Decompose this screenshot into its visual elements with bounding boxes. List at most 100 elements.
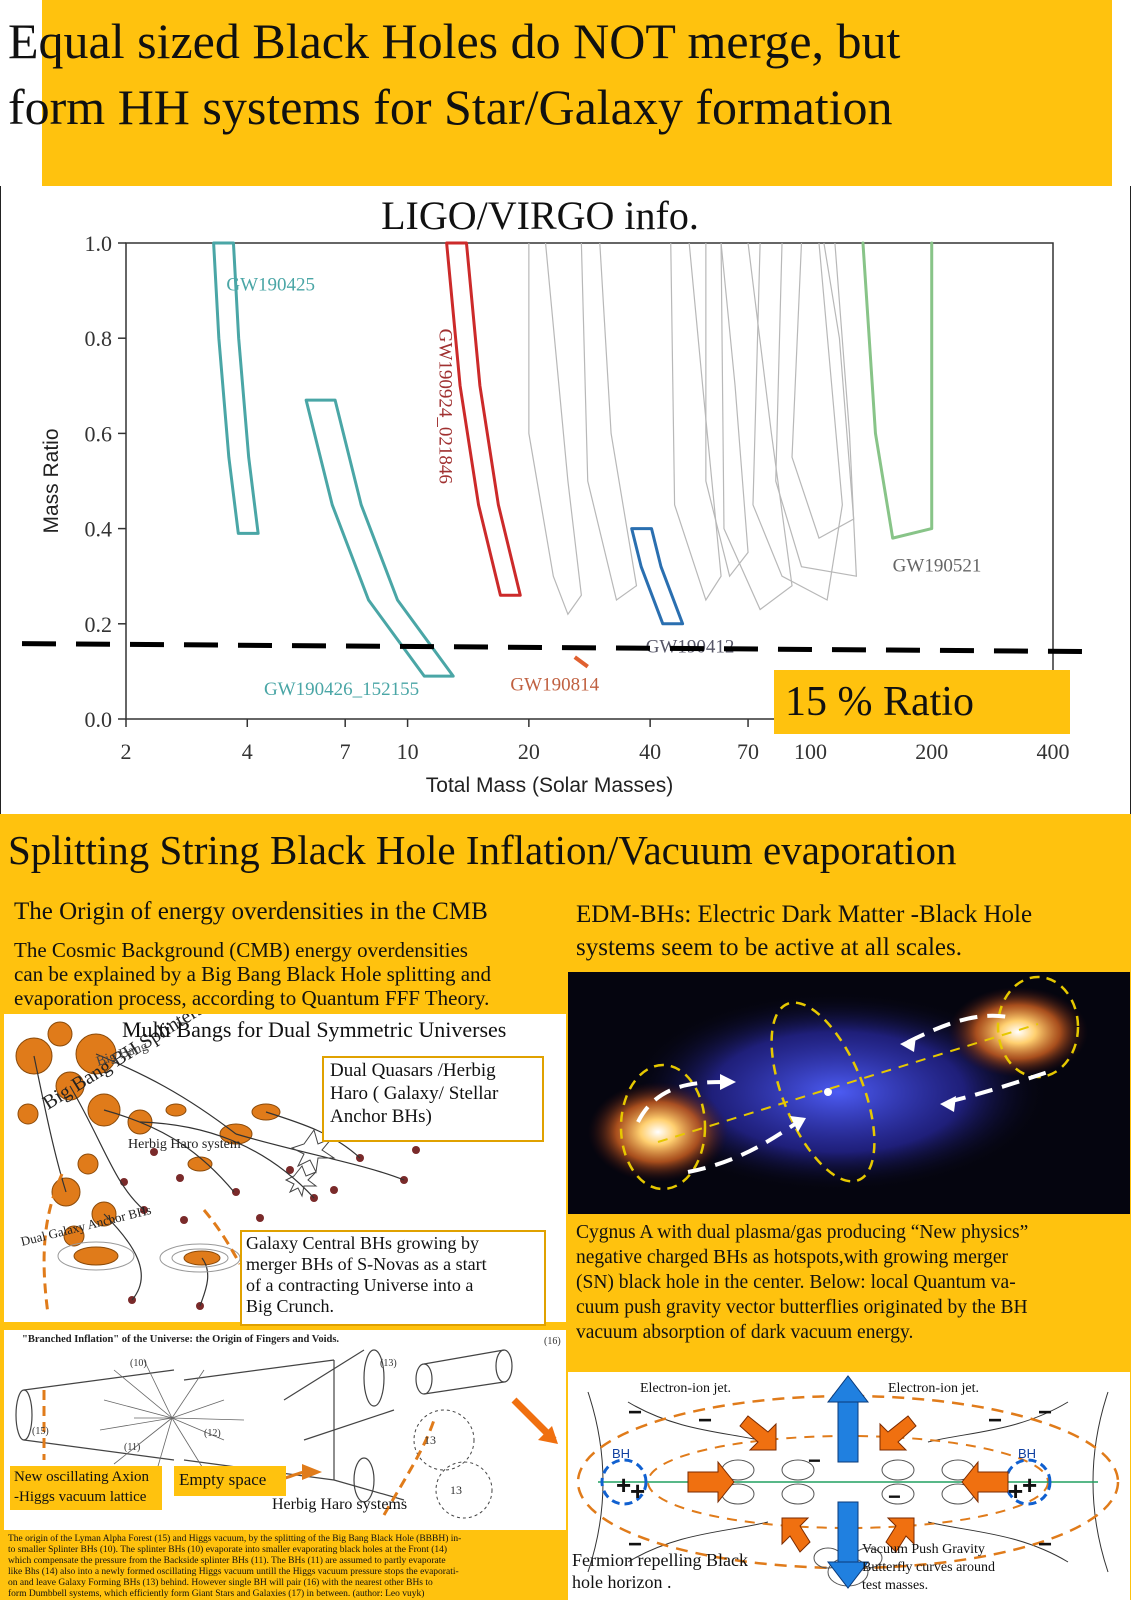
x-tick-label: 100 xyxy=(794,739,827,764)
y-tick-label: 0.0 xyxy=(85,707,113,732)
bh-left-label: BH xyxy=(612,1446,630,1461)
inflation-number: (16) xyxy=(544,1336,561,1347)
cygnus-a-image xyxy=(568,972,1130,1214)
background-posterior-contour xyxy=(705,242,749,578)
big-bang-drawing: Big Bang BH Splinters Big Bang Herbig Ha… xyxy=(15,997,420,1315)
title-banner xyxy=(42,0,1112,186)
fine-print-line: which compensate the pressure from the B… xyxy=(8,1556,446,1566)
svg-text:−: − xyxy=(628,1531,642,1558)
y-tick-label: 0.8 xyxy=(85,326,113,351)
background-posterior-contour xyxy=(670,242,722,602)
electron-ion-jet-left: Electron-ion jet. xyxy=(640,1381,731,1396)
edm-text-line: systems seem to be active at all scales. xyxy=(576,934,962,961)
dual-galaxy-anchor-label: Dual Galaxy Anchor BHs xyxy=(19,1202,153,1249)
series-label: GW190426_152155 xyxy=(264,679,419,700)
galaxy-central-line: merger BHs of S-Novas as a start xyxy=(246,1254,487,1274)
svg-text:+: + xyxy=(630,1476,645,1506)
fine-print-line: like Bhs (14) also into a newly formed o… xyxy=(8,1567,459,1577)
series-contour xyxy=(445,241,522,597)
dual-quasars-line: Dual Quasars /Herbig xyxy=(330,1060,496,1081)
bh-right-label: BH xyxy=(1018,1446,1036,1461)
empty-space-label: Empty space xyxy=(179,1470,267,1489)
cygnus-caption-line: negative charged BHs as hotspots,with gr… xyxy=(576,1247,1008,1268)
background-posterior-contour xyxy=(528,242,582,616)
origin-text-line: can be explained by a Big Bang Black Hol… xyxy=(14,962,492,986)
herbig-haro-system-label: Herbig Haro system xyxy=(128,1137,241,1152)
y-tick-label: 0.2 xyxy=(85,612,113,637)
dual-quasars-line: Anchor BHs) xyxy=(330,1106,432,1127)
origin-text-line: The Cosmic Background (CMB) energy overd… xyxy=(14,938,468,962)
push-gravity-drawing: − − −− − − −− ++ ++ BH BH Electron-ion jet… xyxy=(576,1375,1120,1589)
edm-text-line: EDM-BHs: Electric Dark Matter -Black Hol… xyxy=(576,901,1033,928)
svg-text:−: − xyxy=(1038,1399,1052,1426)
series-label: GW190924_021846 xyxy=(434,329,455,484)
push-gravity-diagram: − − − − − − − − + + + + BH BH Electron-ion jet… xyxy=(568,1372,1130,1600)
inflation-number: 13 xyxy=(424,1433,436,1447)
inflation-number: (15) xyxy=(32,1426,49,1437)
galaxy-central-line: Big Crunch. xyxy=(246,1296,334,1316)
empty-space-box xyxy=(174,1466,286,1496)
series-label: GW190425 xyxy=(226,275,315,296)
fermion-label-line: hole horizon . xyxy=(572,1572,672,1592)
vacuum-label-line: test masses. xyxy=(862,1578,929,1593)
axion-label-box xyxy=(10,1466,162,1510)
x-tick-label: 10 xyxy=(397,739,419,764)
series-contour xyxy=(630,527,685,626)
galaxy-central-box xyxy=(240,1230,546,1326)
x-tick-label: 2 xyxy=(121,739,132,764)
cygnus-caption-line: cuum push gravity vector butterflies ori… xyxy=(576,1297,1028,1318)
series-label: GW190814 xyxy=(510,674,599,695)
cygnus-caption-line: Cygnus A with dual plasma/gas producing … xyxy=(576,1222,1029,1243)
dual-quasars-line: Haro ( Galaxy/ Stellar xyxy=(330,1083,499,1104)
fine-print-line: on and leave Galaxy Forming BHs (13) beh… xyxy=(8,1578,433,1588)
x-tick-label: 4 xyxy=(242,739,253,764)
background-posterior-contour xyxy=(791,242,855,539)
fine-print-line: The origin of the Lyman Alpha Forest (15… xyxy=(8,1534,462,1544)
origin-heading: The Origin of energy overdensities in th… xyxy=(14,898,488,925)
inflation-number: 13 xyxy=(450,1483,462,1497)
inflation-number: (12) xyxy=(204,1428,221,1439)
section-title: Splitting String Black Hole Inflation/Va… xyxy=(8,827,957,873)
fine-print-line: form Dumbbell systems, which efficiently… xyxy=(8,1589,425,1599)
series-contour xyxy=(304,398,455,678)
fine-print-line: to smaller Splinter BHs (10). The splint… xyxy=(8,1545,448,1555)
cygnus-a-drawing xyxy=(588,975,1088,1192)
branched-inflation-sketch: "Branched Inflation" of the Universe: th… xyxy=(4,1330,566,1530)
plot-frame xyxy=(125,242,1054,720)
series-contour xyxy=(573,655,589,669)
inflation-number: (13) xyxy=(380,1358,397,1369)
axion-label-line: -Higgs vacuum lattice xyxy=(14,1489,147,1505)
dual-quasars-box xyxy=(322,1056,544,1142)
galaxy-central-line: Galaxy Central BHs growing by xyxy=(246,1233,479,1253)
galaxy-central-line: of a contracting Universe into a xyxy=(246,1275,474,1295)
electron-ion-jet-right: Electron-ion jet. xyxy=(888,1381,979,1396)
svg-text:−: − xyxy=(808,1448,821,1473)
ratio-label: 15 % Ratio xyxy=(785,679,974,725)
fermion-label-line: Fermion repelling Black xyxy=(572,1550,748,1570)
origin-text-line: evaporation process, according to Quantu… xyxy=(14,986,490,1010)
chart-title: LIGO/VIRGO info. xyxy=(381,193,699,238)
x-tick-label: 20 xyxy=(518,739,540,764)
cygnus-caption-line: vacuum absorption of dark vacuum energy. xyxy=(576,1322,914,1343)
svg-text:+: + xyxy=(1008,1476,1023,1506)
y-tick-label: 0.4 xyxy=(85,517,113,542)
inflation-number: (11) xyxy=(124,1442,140,1453)
title-line-2: form HH systems for Star/Galaxy formatio… xyxy=(8,79,893,135)
multi-bangs-label: Multi Bangs for Dual Symmetric Universes xyxy=(122,1017,507,1042)
x-axis-label: Total Mass (Solar Masses) xyxy=(426,774,673,797)
y-tick-label: 0.6 xyxy=(85,421,113,446)
background-posterior-contour xyxy=(580,242,638,602)
y-axis-label: Mass Ratio xyxy=(40,428,63,533)
vacuum-label-line: Butterfly curves around xyxy=(862,1560,995,1575)
svg-text:−: − xyxy=(628,1399,642,1426)
x-tick-label: 7 xyxy=(340,739,351,764)
series-label: GW190521 xyxy=(893,555,982,576)
cygnus-caption-line: (SN) black hole in the center. Below: lo… xyxy=(576,1272,1016,1293)
reference-line xyxy=(21,641,1101,655)
svg-text:−: − xyxy=(888,1484,901,1509)
series-contour xyxy=(212,241,260,535)
svg-text:−: − xyxy=(1038,1531,1052,1558)
herbig-haro-systems-label: Herbig Haro systems xyxy=(272,1496,408,1513)
svg-text:+: + xyxy=(1022,1470,1037,1500)
background-posterior-contour xyxy=(775,242,857,577)
